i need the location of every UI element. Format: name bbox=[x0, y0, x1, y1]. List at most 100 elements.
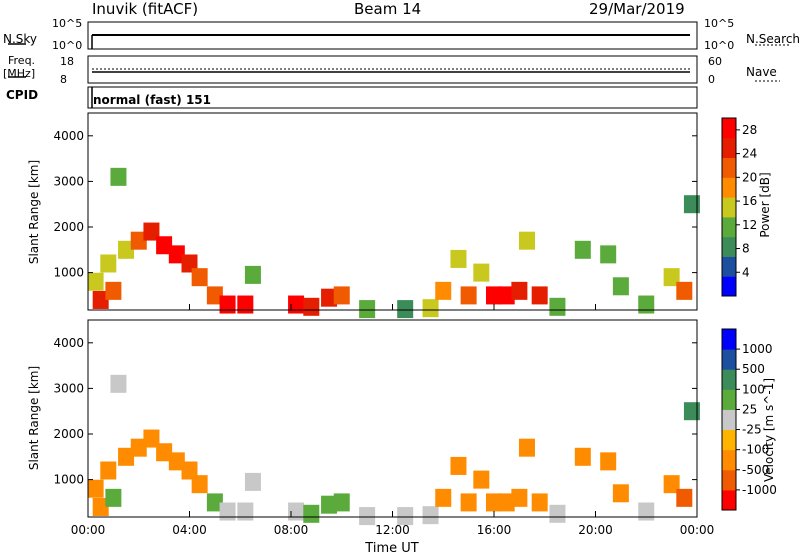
cpid-panel-frame bbox=[87, 86, 698, 109]
velocity-cells bbox=[87, 374, 700, 526]
power-cell bbox=[244, 265, 261, 284]
power-cell bbox=[486, 286, 502, 305]
power-colorbar-tick-label: 12 bbox=[742, 218, 757, 232]
power-x-ticks bbox=[87, 304, 698, 310]
power-colorbar-tick-label: 4 bbox=[742, 265, 750, 279]
noise-panel: 10^5 10^0 10^5 10^0 bbox=[8, 17, 790, 52]
velocity-colorbar-tick-label: -25 bbox=[742, 423, 762, 437]
velocity-colorbar-swatch bbox=[722, 409, 736, 431]
power-cell bbox=[118, 240, 135, 259]
velocity-cell bbox=[110, 374, 127, 393]
velocity-cell bbox=[288, 502, 305, 521]
velocity-xtick-label: 00:00 bbox=[680, 523, 715, 537]
velocity-colorbar-swatch bbox=[722, 329, 736, 350]
velocity-cell bbox=[191, 475, 208, 494]
velocity-cell bbox=[237, 502, 254, 521]
velocity-colorbar: -1000 -500 -100 -25 25 100 500 1000 bbox=[721, 328, 777, 511]
power-ytick-label: 3000 bbox=[53, 174, 84, 188]
power-colorbar-swatch bbox=[722, 216, 736, 238]
power-panel-frame bbox=[87, 112, 698, 311]
cpid-panel bbox=[87, 86, 698, 109]
velocity-cell bbox=[219, 502, 236, 521]
nsky-label: N.Sky bbox=[3, 32, 38, 46]
velocity-xtick-label: 00:00 bbox=[71, 523, 106, 537]
nsky-tick-low: 10^0 bbox=[52, 39, 82, 52]
power-cell bbox=[511, 281, 528, 300]
power-colorbar-swatch bbox=[722, 256, 736, 277]
power-cell bbox=[100, 254, 117, 273]
power-cell bbox=[549, 297, 566, 316]
power-colorbar-tick-label: 28 bbox=[742, 123, 757, 137]
power-cell bbox=[518, 231, 535, 250]
velocity-colorbar-swatch bbox=[722, 429, 736, 451]
velocity-cell bbox=[511, 488, 528, 507]
freq-panel-frame bbox=[87, 55, 698, 84]
nsky-tick-high: 10^5 bbox=[52, 17, 82, 30]
velocity-cell bbox=[206, 493, 223, 512]
power-colorbar-swatch bbox=[722, 137, 736, 159]
velocity-cell bbox=[303, 504, 320, 523]
power-cell bbox=[676, 281, 693, 300]
velocity-colorbar-swatch bbox=[722, 489, 736, 511]
velocity-cell bbox=[435, 488, 452, 507]
power-cell bbox=[460, 286, 477, 305]
velocity-cell bbox=[574, 447, 591, 466]
velocity-ytick-label: 2000 bbox=[53, 427, 84, 441]
beam-title: Beam 14 bbox=[354, 0, 422, 18]
velocity-panel: 1000 2000 3000 4000 00:00 04:00 08:00 12:00 16:… bbox=[27, 319, 777, 554]
velocity-cell bbox=[473, 470, 490, 489]
power-cell bbox=[168, 245, 185, 264]
power-cell bbox=[397, 300, 414, 319]
velocity-cell bbox=[460, 493, 477, 512]
velocity-colorbar-frame bbox=[721, 328, 737, 511]
velocity-panel-frame bbox=[87, 319, 698, 518]
power-cell bbox=[600, 245, 617, 264]
nave-label: Nave bbox=[746, 65, 777, 79]
noise-panel-frame bbox=[87, 21, 698, 50]
power-colorbar: 4 8 12 16 20 24 28 bbox=[721, 117, 757, 297]
power-colorbar-tick-label: 16 bbox=[742, 194, 757, 208]
power-cell bbox=[130, 231, 147, 250]
velocity-cell bbox=[422, 506, 439, 525]
station-title: Inuvik (fitACF) bbox=[92, 0, 199, 18]
velocity-xtick-label: 12:00 bbox=[375, 523, 410, 537]
cpid-text: normal (fast) 151 bbox=[93, 93, 211, 107]
cpid-label: CPID bbox=[6, 88, 39, 102]
power-ylabel: Slant Range [km] bbox=[27, 160, 41, 264]
freq-panel: 18 8 60 0 bbox=[8, 55, 780, 86]
velocity-x-axis: 00:00 04:00 08:00 12:00 16:00 20:00 00:00 bbox=[71, 511, 715, 537]
velocity-colorbar-tick-label: 25 bbox=[742, 402, 757, 416]
power-ytick-label: 1000 bbox=[53, 266, 84, 280]
power-cell bbox=[206, 286, 223, 305]
velocity-cell bbox=[92, 497, 109, 516]
velocity-cell bbox=[130, 438, 147, 457]
velocity-colorbar-label: Velocity [m s^-1] bbox=[762, 378, 776, 482]
velocity-y-axis: 1000 2000 3000 4000 bbox=[53, 336, 697, 487]
velocity-xtick-label: 20:00 bbox=[578, 523, 613, 537]
power-cell bbox=[498, 286, 515, 305]
power-cell bbox=[473, 263, 490, 282]
velocity-cell bbox=[168, 452, 185, 471]
velocity-cell bbox=[531, 493, 548, 512]
power-cell bbox=[237, 295, 254, 314]
velocity-colorbar-swatch bbox=[722, 349, 736, 370]
power-cell bbox=[422, 299, 439, 318]
power-cell bbox=[333, 286, 350, 305]
nsearch-tick-low: 10^0 bbox=[704, 39, 734, 52]
velocity-cell bbox=[181, 461, 198, 480]
velocity-colorbar-swatch bbox=[722, 449, 736, 471]
velocity-ytick-label: 4000 bbox=[53, 336, 84, 350]
power-cells bbox=[87, 167, 700, 319]
velocity-xtick-label: 08:00 bbox=[274, 523, 309, 537]
velocity-cell bbox=[450, 456, 467, 475]
freq-tick-low: 8 bbox=[60, 73, 67, 86]
velocity-cell bbox=[683, 402, 700, 421]
power-cell bbox=[156, 236, 173, 255]
velocity-colorbar-tick-label: -100 bbox=[742, 443, 769, 457]
power-cell bbox=[612, 277, 629, 296]
velocity-cell bbox=[105, 488, 122, 507]
date-title: 29/Mar/2019 bbox=[589, 0, 685, 18]
power-cell bbox=[638, 295, 655, 314]
velocity-xtick-label: 16:00 bbox=[477, 523, 512, 537]
velocity-colorbar-swatch bbox=[722, 469, 736, 491]
